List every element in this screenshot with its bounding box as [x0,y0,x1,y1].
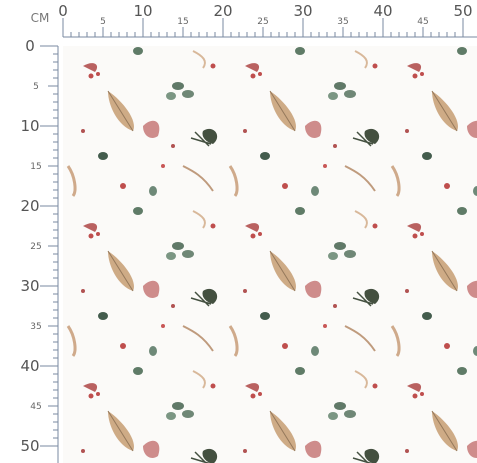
left-tick-label: 20 [20,197,39,215]
left-tick-label: 5 [33,82,39,92]
left-tick-label: 25 [30,242,41,252]
left-tick-label: 10 [20,117,39,135]
left-tick-label: 40 [20,357,39,375]
rulers: 0 5 10 15 20 25 30 35 40 45 50 0 5 10 15 20 25 30 35 40 45 50 [20,2,472,455]
unit-label: CM [31,11,50,25]
left-tick-label: 0 [25,37,35,55]
top-tick-label: 0 [58,2,68,20]
top-tick-label: 30 [293,2,312,20]
left-tick-label: 35 [30,322,41,332]
top-tick-label: 5 [100,17,106,27]
fabric-pattern [63,46,477,463]
left-tick-label: 50 [20,437,39,455]
top-tick-label: 35 [337,17,348,27]
top-tick-label: 20 [213,2,232,20]
left-tick-label: 45 [30,402,41,412]
top-tick-label: 40 [373,2,392,20]
top-tick-label: 25 [257,17,268,27]
top-tick-label: 15 [177,17,188,27]
left-tick-label: 30 [20,277,39,295]
top-tick-label: 50 [453,2,472,20]
left-tick-label: 15 [30,162,41,172]
top-tick-label: 45 [417,17,428,27]
top-tick-label: 10 [133,2,152,20]
